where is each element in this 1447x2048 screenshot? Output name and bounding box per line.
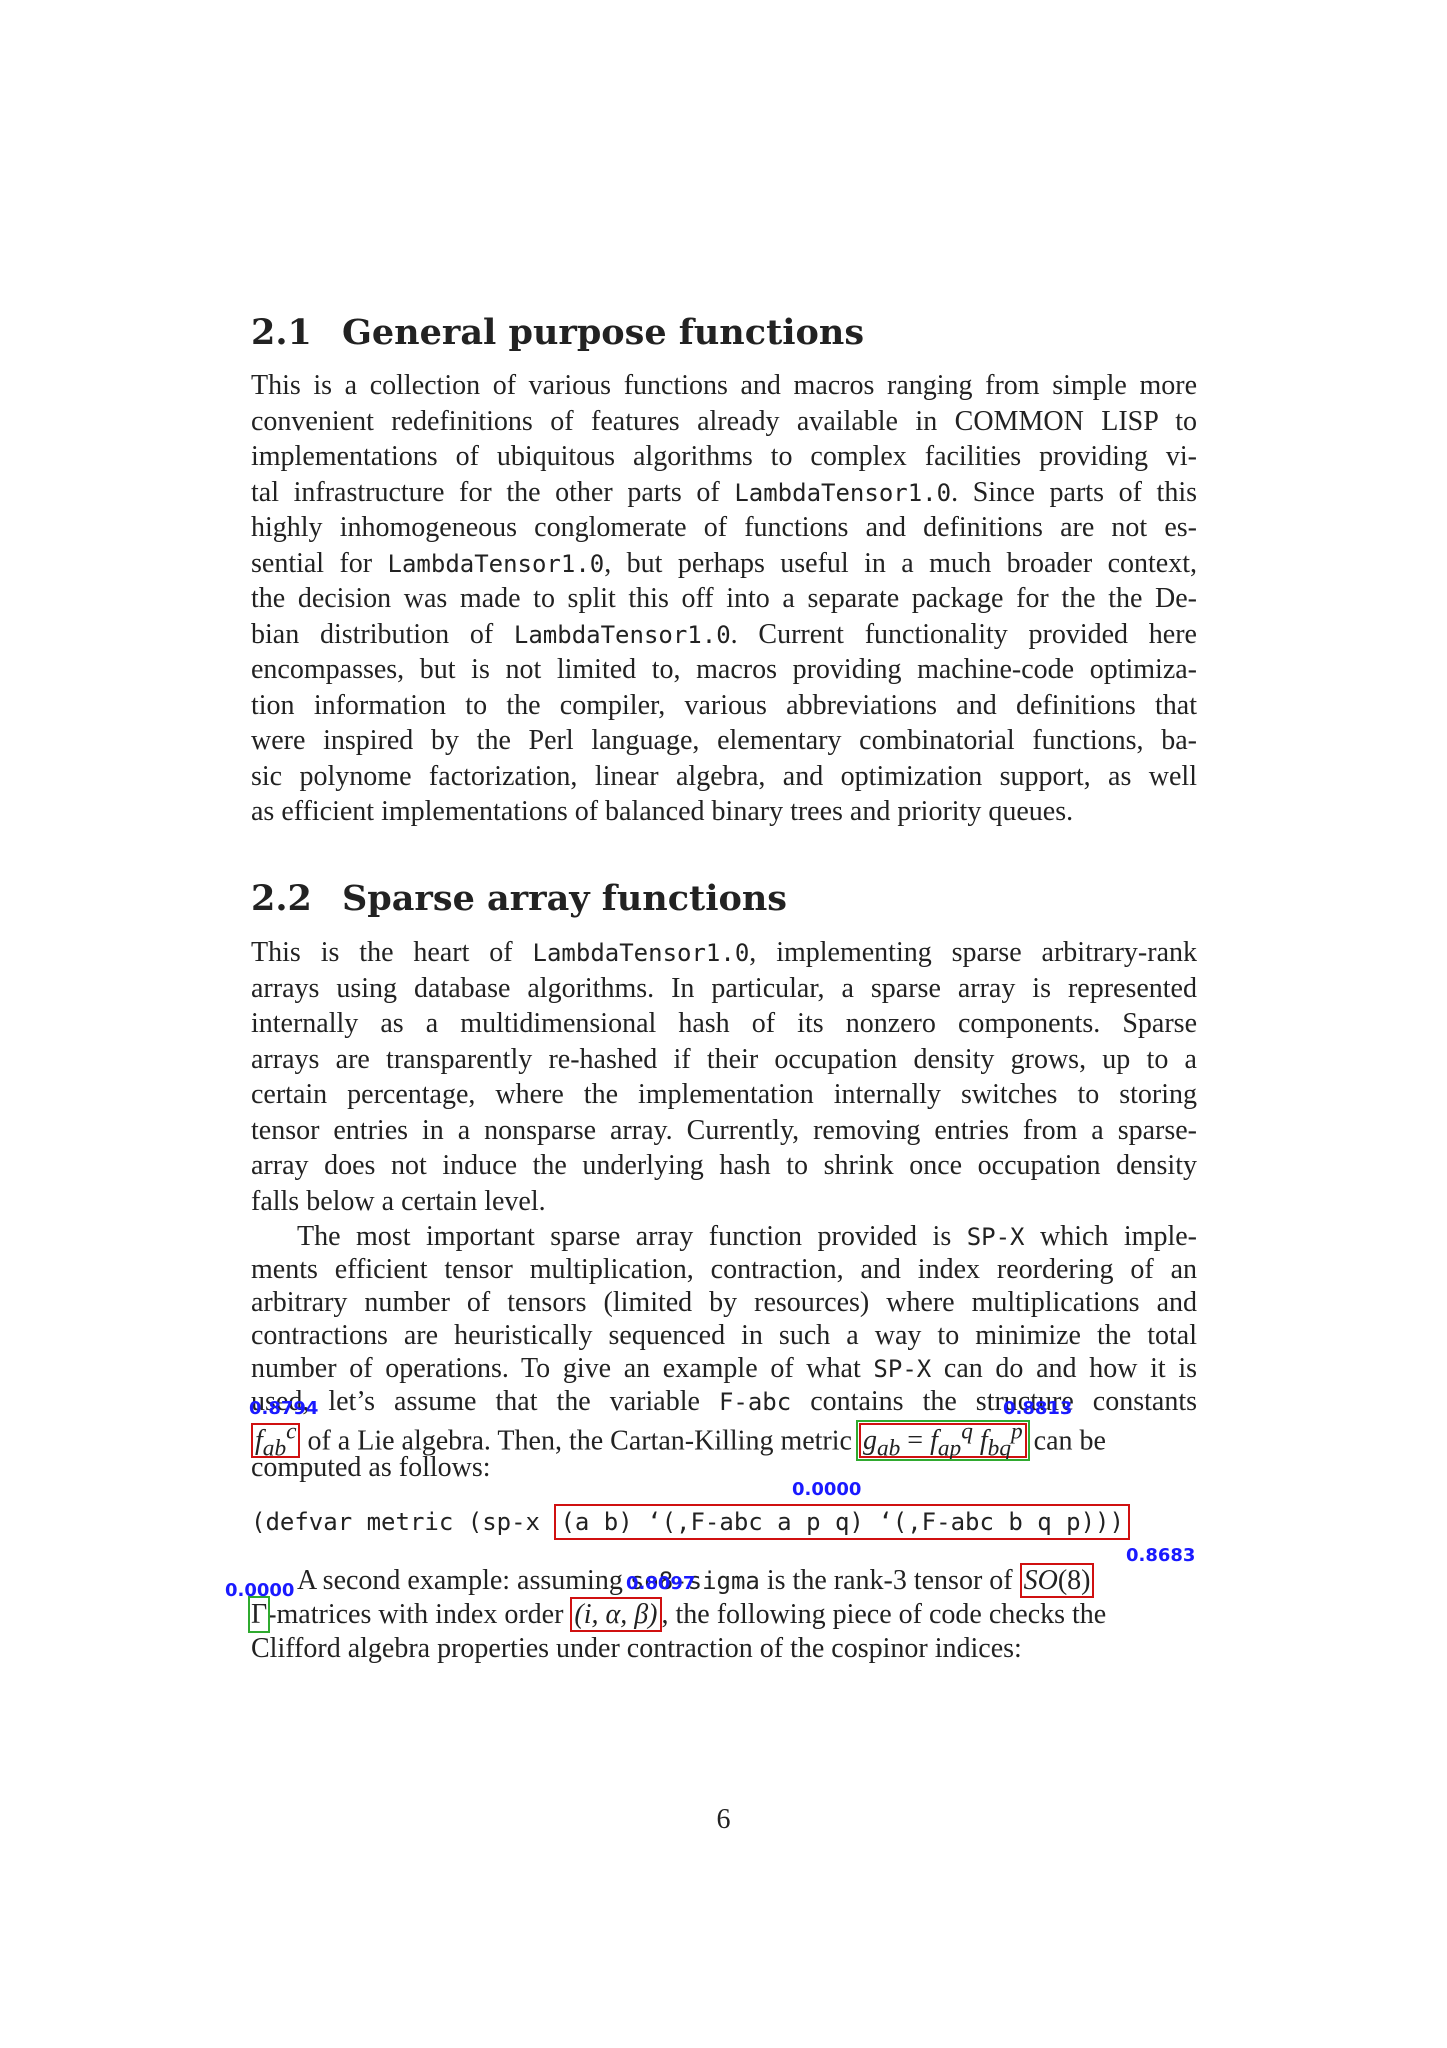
math-symbol: f	[972, 1425, 988, 1457]
text-run: used, let’s assume that the variable	[251, 1386, 719, 1417]
text-run: , the following piece of code checks the	[661, 1599, 1107, 1630]
math-superscript: q	[961, 1419, 973, 1445]
paragraph-line: encompasses, but is not limited to, macr…	[251, 654, 1197, 685]
math-symbol: g	[862, 1425, 877, 1457]
score-label: 0.8097	[626, 1573, 696, 1594]
paragraph-line: arbitrary number of tensors (limited by …	[251, 1287, 1197, 1318]
text-run: The most important sparse array function…	[297, 1221, 967, 1252]
paragraph-line: This is a collection of various function…	[251, 370, 1197, 401]
code-box: (a b) ‘(,F-abc a p q) ‘(,F-abc b q p)))	[554, 1504, 1130, 1540]
text-run: can do and how it is	[931, 1353, 1197, 1384]
paragraph-line: were inspired by the Perl language, elem…	[251, 725, 1197, 756]
text-run: , implementing sparse arbitrary-rank	[749, 937, 1197, 968]
section-title: Sparse array functions	[342, 878, 788, 919]
code-inline: LambdaTensor1.0	[513, 620, 731, 649]
paragraph-line: certain percentage, where the implementa…	[251, 1079, 1197, 1110]
code-inline: LambdaTensor1.0	[734, 478, 952, 507]
score-label: 0.8794	[249, 1398, 319, 1419]
math-subscript: bq	[987, 1435, 1011, 1462]
paragraph-line: bian distribution of LambdaTensor1.0. Cu…	[251, 618, 1197, 650]
score-label: 0.0000	[225, 1580, 295, 1601]
paragraph-line: tensor entries in a nonsparse array. Cur…	[251, 1114, 1197, 1146]
text-run: sential for	[251, 547, 388, 579]
math-superscript: c	[286, 1419, 297, 1445]
paragraph-line: tion information to the compiler, variou…	[251, 689, 1197, 721]
text-run: is the rank-3 tensor of	[759, 1565, 1020, 1596]
formula-box-index-order: (i, α, β)	[570, 1597, 662, 1632]
code-block: (defvar metric (sp-x (a b) ‘(,F-abc a p …	[251, 1504, 1130, 1540]
section-number: 2.2	[251, 878, 312, 919]
paragraph-line: sic polynome factorization, linear algeb…	[251, 760, 1197, 792]
formula-box-gamma: Γ	[247, 1596, 271, 1633]
code-inline: LambdaTensor1.0	[387, 549, 605, 578]
text-run: contains the structure constants	[791, 1386, 1197, 1417]
section-heading-2-1: 2.1 General purpose functions	[251, 312, 864, 353]
text-run: , but perhaps useful in a much broader c…	[604, 547, 1197, 579]
code-inline: SP-X	[873, 1355, 932, 1383]
code-inline: so8-sigma	[629, 1567, 760, 1595]
formula-box-so8: SO(8)	[1019, 1563, 1095, 1598]
paragraph-line: implementations of ubiquitous algorithms…	[251, 441, 1197, 472]
paragraph-line: Γ-matrices with index order (i, α, β), t…	[247, 1596, 1197, 1633]
paragraph-line: The most important sparse array function…	[251, 1223, 1197, 1251]
section-heading-2-2: 2.2 Sparse array functions	[251, 878, 787, 919]
formula-box-killing-metric: gab = fapq fbqp	[855, 1420, 1030, 1462]
math-superscript: p	[1010, 1419, 1023, 1445]
code-inline: F-abc	[718, 1388, 792, 1416]
paragraph-line: contractions are heuristically sequenced…	[251, 1320, 1197, 1351]
paragraph-line: falls below a certain level.	[251, 1185, 546, 1217]
paragraph-line: as efficient implementations of balanced…	[251, 796, 1074, 827]
score-label: 0.0000	[792, 1479, 862, 1500]
paragraph-line: ments efficient tensor multiplication, c…	[251, 1254, 1197, 1285]
formula-box-structure-constant: fabc	[251, 1420, 301, 1461]
paragraph-line: array does not induce the underlying has…	[251, 1150, 1197, 1181]
paragraph-line: number of operations. To give an example…	[251, 1355, 1197, 1383]
text-run: which imple-	[1024, 1221, 1197, 1252]
paragraph-line: arrays are transparently re-hashed if th…	[251, 1043, 1197, 1075]
text-run: . Since parts of this	[951, 476, 1197, 508]
paragraph-line: convenient redefinitions of features alr…	[251, 405, 1197, 437]
text-run: This is the heart of	[251, 937, 533, 968]
math-subscript: ab	[876, 1435, 901, 1462]
math-operator: =	[900, 1425, 931, 1457]
score-label: 0.8683	[1126, 1545, 1196, 1566]
code-inline: LambdaTensor1.0	[532, 939, 750, 967]
math-subscript: ap	[937, 1435, 962, 1462]
text-run: . Current functionality provided here	[730, 618, 1197, 650]
text-run: A second example: assuming	[297, 1565, 630, 1596]
paragraph-line: internally as a multidimensional hash of…	[251, 1008, 1197, 1039]
paragraph-line: used, let’s assume that the variable F-a…	[251, 1388, 1197, 1416]
text-run: tal infrastructure for the other parts o…	[251, 476, 735, 508]
math-argument: (8)	[1057, 1565, 1091, 1596]
text-run: number of operations. To give an example…	[251, 1353, 874, 1384]
paragraph-line: sential for LambdaTensor1.0, but perhaps…	[251, 547, 1197, 579]
code-inline: SP-X	[966, 1223, 1025, 1251]
text-run: of a Lie algebra. Then, the Cartan-Killi…	[300, 1425, 859, 1457]
section-number: 2.1	[251, 312, 312, 353]
text-run: bian distribution of	[251, 618, 514, 650]
text-run: -matrices with index order	[267, 1599, 571, 1630]
paragraph-line: This is the heart of LambdaTensor1.0, im…	[251, 939, 1197, 967]
paragraph-line: Clifford algebra properties under contra…	[251, 1633, 1022, 1664]
math-subscript: ab	[262, 1435, 287, 1462]
math-symbol: SO	[1023, 1565, 1058, 1596]
score-label: 0.8813	[1003, 1398, 1073, 1419]
text-run: can be	[1026, 1425, 1106, 1457]
math-symbol: f	[255, 1425, 263, 1457]
paragraph-line: highly inhomogeneous conglomerate of fun…	[251, 512, 1197, 543]
paragraph-line: arrays using database algorithms. In par…	[251, 972, 1197, 1004]
paragraph-line: fabc of a Lie algebra. Then, the Cartan-…	[251, 1420, 1197, 1462]
paragraph-line: tal infrastructure for the other parts o…	[251, 476, 1197, 508]
paragraph-line: computed as follows:	[251, 1452, 491, 1483]
section-title: General purpose functions	[342, 312, 865, 353]
math-symbol: f	[930, 1425, 938, 1457]
page-number: 6	[716, 1804, 731, 1835]
paragraph-line: A second example: assuming so8-sigma is …	[251, 1563, 1197, 1598]
code-prefix: (defvar metric (sp-x	[251, 1508, 555, 1536]
paragraph-line: the decision was made to split this off …	[251, 583, 1197, 614]
